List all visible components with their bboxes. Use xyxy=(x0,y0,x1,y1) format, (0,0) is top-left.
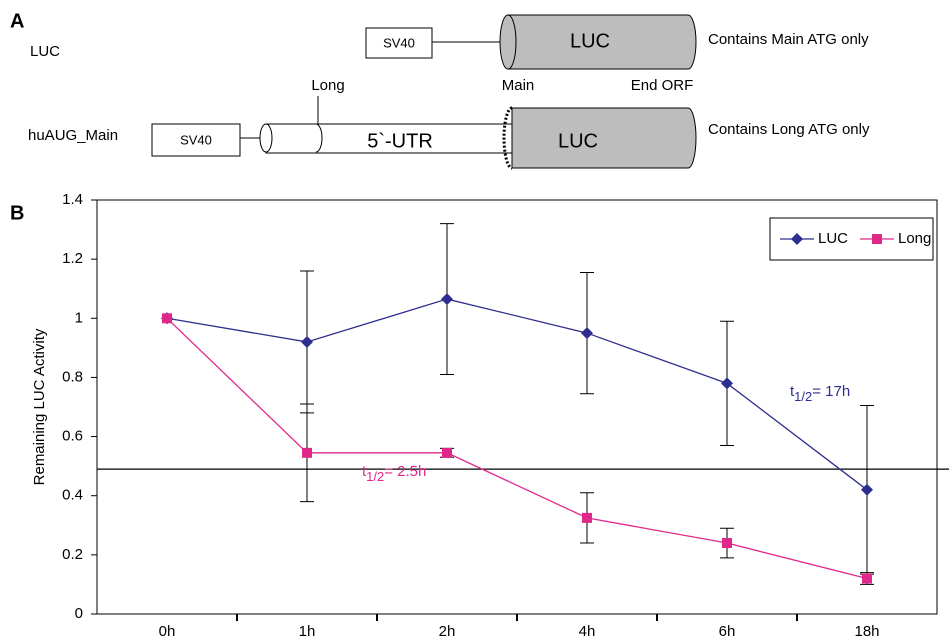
legend-label: LUC xyxy=(818,230,848,247)
y-tick-label: 1.2 xyxy=(62,250,83,267)
x-tick-label: 18h xyxy=(854,623,879,640)
y-tick-label: 0.2 xyxy=(62,546,83,563)
construct-name: LUC xyxy=(30,43,60,60)
cylinder xyxy=(507,14,697,70)
y-tick-label: 0.6 xyxy=(62,428,83,445)
y-tick-label: 0 xyxy=(75,605,83,622)
cylinder-end xyxy=(499,14,517,70)
gene-label: LUC xyxy=(558,130,598,152)
marker xyxy=(162,313,172,324)
marker xyxy=(302,447,312,458)
site-label: Main xyxy=(502,77,535,94)
marker xyxy=(301,335,313,348)
y-tick-label: 1.4 xyxy=(62,191,83,208)
marker xyxy=(721,377,733,390)
site-mark xyxy=(502,106,513,170)
y-tick-label: 0.8 xyxy=(62,368,83,385)
promoter-label: SV40 xyxy=(383,35,415,50)
y-tick-label: 1 xyxy=(75,309,83,326)
cylinder-end xyxy=(259,123,273,153)
annotation-t: t xyxy=(362,463,367,480)
x-tick-label: 2h xyxy=(439,623,456,640)
x-tick-label: 0h xyxy=(159,623,176,640)
x-tick-label: 4h xyxy=(579,623,596,640)
promoter-box xyxy=(151,123,241,157)
series-line xyxy=(166,317,868,580)
marker xyxy=(582,512,592,523)
plot-frame xyxy=(96,199,938,615)
cylinder xyxy=(511,107,697,169)
marker xyxy=(862,573,872,584)
gene-label: LUC xyxy=(570,30,610,52)
marker xyxy=(441,293,453,306)
y-axis-label: Remaining LUC Activity xyxy=(31,328,48,485)
utr-label: 5`-UTR xyxy=(367,130,433,152)
note: Contains Long ATG only xyxy=(708,121,870,138)
y-tick-label: 0.4 xyxy=(62,487,83,504)
annotation-sub: 1/2 xyxy=(794,389,812,404)
marker xyxy=(722,538,732,549)
marker xyxy=(581,327,593,340)
panel-label: A xyxy=(10,10,24,32)
panel-label: B xyxy=(10,202,24,224)
marker xyxy=(861,483,873,496)
note: Contains Main ATG only xyxy=(708,31,869,48)
marker xyxy=(442,447,452,458)
promoter-box xyxy=(365,27,433,59)
marker xyxy=(791,233,803,245)
marker xyxy=(872,234,882,244)
x-tick-label: 6h xyxy=(719,623,736,640)
series-line xyxy=(166,298,868,491)
annotation: t1/2= 2.5h xyxy=(362,463,426,484)
panel-a: A LUC SV40 LUC Contains Main ATG only Lo… xyxy=(10,10,870,170)
site-mark xyxy=(315,123,323,153)
legend-label: Long xyxy=(898,230,931,247)
site-label: End ORF xyxy=(631,77,694,94)
construct-name: huAUG_Main xyxy=(28,127,118,144)
promoter-label: SV40 xyxy=(180,132,212,147)
annotation-sub: 1/2 xyxy=(366,469,384,484)
annotation-rest: = 2.5h xyxy=(384,463,426,480)
annotation-rest: = 17h xyxy=(812,383,850,400)
annotation-t: t xyxy=(790,383,795,400)
annotation: t1/2= 17h xyxy=(790,383,850,404)
site-label: Long xyxy=(311,77,344,94)
x-tick-label: 1h xyxy=(299,623,316,640)
